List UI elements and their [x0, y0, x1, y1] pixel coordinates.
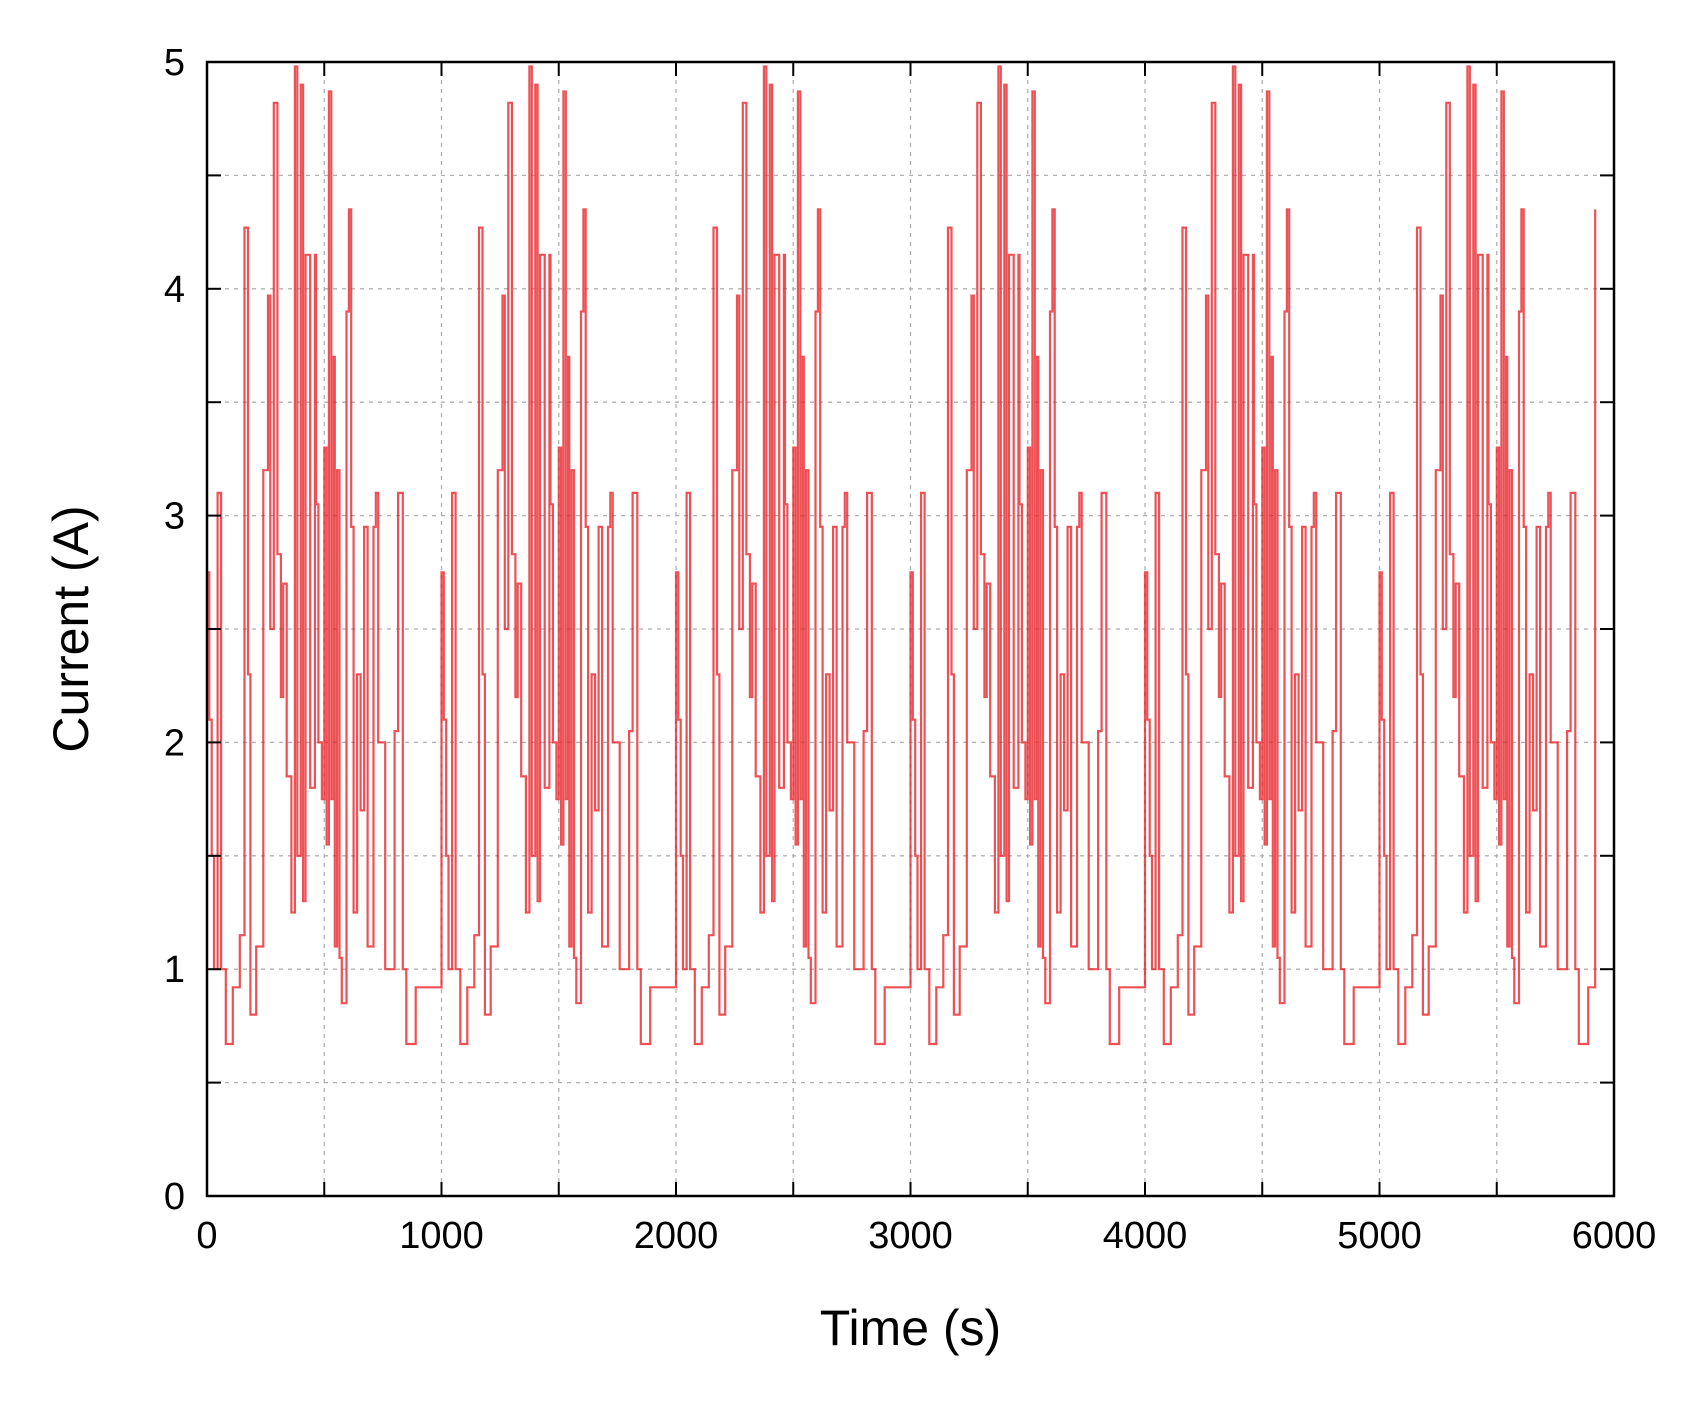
- x-tick-label: 2000: [634, 1215, 719, 1257]
- y-tick-label: 2: [164, 722, 185, 764]
- x-tick-label: 1000: [399, 1215, 484, 1257]
- y-tick-label: 5: [164, 42, 185, 84]
- x-tick-label: 6000: [1572, 1215, 1657, 1257]
- x-tick-label: 3000: [868, 1215, 953, 1257]
- x-axis-label: Time (s): [820, 1300, 1001, 1356]
- x-tick-label: 4000: [1103, 1215, 1188, 1257]
- x-tick-label: 5000: [1337, 1215, 1422, 1257]
- y-tick-label: 4: [164, 269, 185, 311]
- y-axis-label: Current (A): [43, 505, 99, 752]
- y-tick-label: 0: [164, 1176, 185, 1218]
- current-series-line: [207, 65, 1597, 1046]
- x-tick-label: 0: [196, 1215, 217, 1257]
- y-tick-label: 1: [164, 949, 185, 991]
- tick-layer: 0 1000 2000 3000 4000 5000 6000 0 1 2 3 4 5: [164, 42, 1656, 1257]
- y-tick-label: 3: [164, 496, 185, 538]
- series-layer: [207, 65, 1597, 1046]
